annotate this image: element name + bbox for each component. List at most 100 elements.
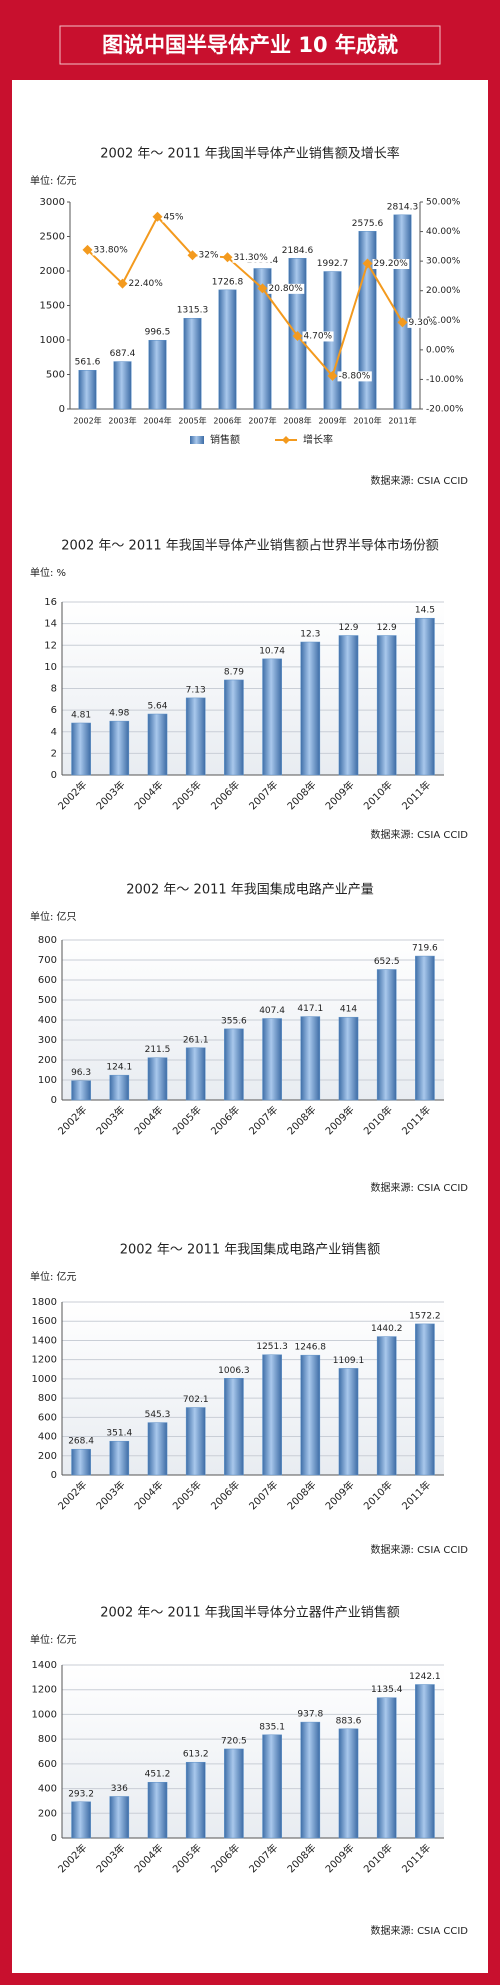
bar-value-label: 720.5: [221, 1736, 247, 1746]
growth-marker: [292, 330, 303, 341]
y-tick-label: 8: [51, 684, 57, 695]
x-tick-label: 2002年: [73, 416, 101, 426]
bar: [224, 1748, 244, 1839]
growth-label: -8.80%: [339, 371, 371, 381]
growth-label: 22.40%: [129, 279, 164, 289]
x-tick-label: 2009年: [318, 416, 346, 426]
y-tick-label: 1400: [32, 1660, 57, 1671]
growth-label: 29.20%: [374, 259, 409, 269]
y-tick-label: 200: [38, 1055, 57, 1066]
y-tick-label: 200: [38, 1451, 57, 1462]
bar-value-label: 417.1: [297, 1004, 323, 1014]
bar: [185, 1407, 206, 1476]
growth-label-bg: [162, 212, 185, 223]
growth-label: 31.30%: [234, 253, 269, 263]
chart-title: 2002 年～ 2011 年我国半导体产业销售额及增长率: [100, 146, 400, 162]
header-box: [59, 25, 441, 65]
bar-value-label: 2575.6: [352, 219, 384, 229]
source-label: 数据来源: CSIA CCID: [371, 828, 469, 841]
bar-value-label: 1726.8: [212, 277, 244, 287]
bar-value-label: 5.64: [147, 702, 167, 712]
bar: [300, 641, 321, 776]
bar: [185, 697, 206, 776]
y-tick-label: 600: [38, 975, 57, 986]
bar: [253, 268, 272, 410]
y-tick-label: 500: [46, 370, 65, 381]
bar-value-label: 835.1: [259, 1722, 285, 1732]
growth-label-bg: [127, 279, 165, 290]
y-tick-label: 800: [38, 1734, 57, 1745]
bar-value-label: 268.4: [68, 1437, 94, 1447]
growth-label: 20.80%: [269, 284, 304, 294]
y-tick-label: 16: [44, 597, 57, 608]
chart-title: 2002 年～ 2011 年我国集成电路产业销售额: [120, 1242, 381, 1258]
y2-tick-label: 30.00%: [426, 257, 461, 267]
source-label: 数据来源: CSIA CCID: [371, 1543, 469, 1556]
y-tick-label: 800: [38, 1393, 57, 1404]
bar: [262, 1734, 282, 1839]
bar-value-label: 1109.1: [333, 1356, 365, 1366]
bar: [300, 1016, 321, 1101]
y-tick-label: 0: [51, 1833, 57, 1844]
y2-tick-label: 10.00%: [426, 316, 461, 326]
bar: [183, 317, 202, 410]
bar-value-label: 1246.8: [295, 1343, 327, 1353]
y-tick-label: 1400: [32, 1335, 57, 1346]
growth-label-bg: [337, 371, 372, 382]
source-label: 数据来源: CSIA CCID: [371, 1181, 469, 1194]
bar-value-label: 652.5: [374, 957, 400, 967]
growth-marker: [152, 211, 163, 222]
bar: [338, 1728, 359, 1839]
growth-marker: [397, 317, 408, 328]
bar: [376, 635, 397, 776]
bar-value-label: 4.98: [109, 709, 129, 719]
bar-value-label: 1242.1: [409, 1672, 441, 1682]
header-title: 图说中国半导体产业 10 年成就: [102, 33, 398, 57]
bar-value-label: 883.6: [336, 1716, 362, 1726]
bar: [147, 1422, 168, 1476]
growth-marker: [82, 244, 93, 255]
source-label: 数据来源: CSIA CCID: [371, 474, 469, 487]
bar: [109, 720, 130, 776]
y-tick-label: 0: [51, 1470, 57, 1481]
growth-label: 32%: [199, 251, 219, 261]
y-tick-label: 600: [38, 1412, 57, 1423]
bar-value-label: 414: [340, 1005, 357, 1015]
bar: [147, 1781, 168, 1839]
bar: [148, 339, 167, 410]
chart-title: 2002 年～ 2011 年我国半导体产业销售额占世界半导体市场份额: [61, 538, 439, 554]
y-tick-label: 1500: [40, 301, 65, 312]
bar: [185, 1761, 206, 1839]
growth-marker: [362, 258, 373, 269]
y-tick-label: 1200: [32, 1355, 57, 1366]
y2-tick-label: -10.00%: [426, 375, 464, 385]
y-tick-label: 1800: [32, 1297, 57, 1308]
y-tick-label: 2500: [40, 232, 65, 243]
bar-value-label: 12.3: [300, 630, 320, 640]
x-tick-label: 2003年: [108, 416, 136, 426]
y-tick-label: 6: [51, 705, 57, 716]
bar: [262, 658, 282, 776]
growth-label: 33.80%: [94, 245, 129, 255]
y2-tick-label: 40.00%: [426, 227, 461, 237]
bar-value-label: 1992.7: [317, 259, 349, 269]
y2-tick-label: 20.00%: [426, 286, 461, 296]
unit-label: 单位: 亿元: [30, 174, 77, 187]
y-tick-label: 300: [38, 1035, 57, 1046]
y-tick-label: 700: [38, 955, 57, 966]
growth-label-bg: [232, 252, 270, 263]
bar: [415, 955, 435, 1101]
bar: [415, 1323, 435, 1476]
bar-value-label: 719.6: [412, 944, 438, 954]
bar: [300, 1721, 321, 1839]
y-tick-label: 1000: [32, 1374, 57, 1385]
bar: [113, 361, 132, 410]
growth-marker: [257, 283, 268, 294]
x-tick-label: 2006年: [213, 416, 241, 426]
growth-marker: [222, 252, 233, 263]
bar-value-label: 996.5: [145, 328, 171, 338]
y-tick-label: 1200: [32, 1685, 57, 1696]
y-tick-label: 2000: [40, 266, 65, 277]
bar-value-label: 96.3: [71, 1068, 91, 1078]
growth-label-bg: [302, 331, 334, 342]
